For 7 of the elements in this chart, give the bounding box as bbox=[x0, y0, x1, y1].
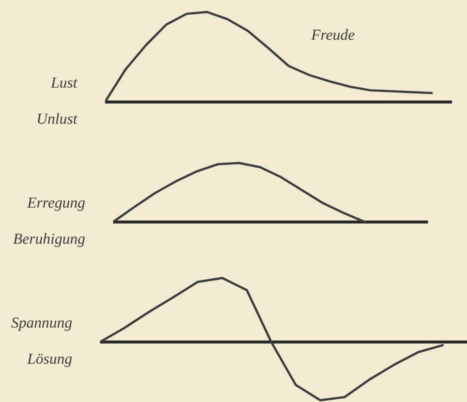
text: Erregung bbox=[27, 198, 85, 211]
text: Lösung bbox=[27, 354, 72, 367]
text: Spannung bbox=[11, 318, 72, 331]
text: Lust bbox=[50, 78, 78, 88]
text: Beruhigung bbox=[13, 233, 85, 247]
text: Freude bbox=[311, 29, 354, 40]
text: Unlust bbox=[38, 113, 78, 124]
